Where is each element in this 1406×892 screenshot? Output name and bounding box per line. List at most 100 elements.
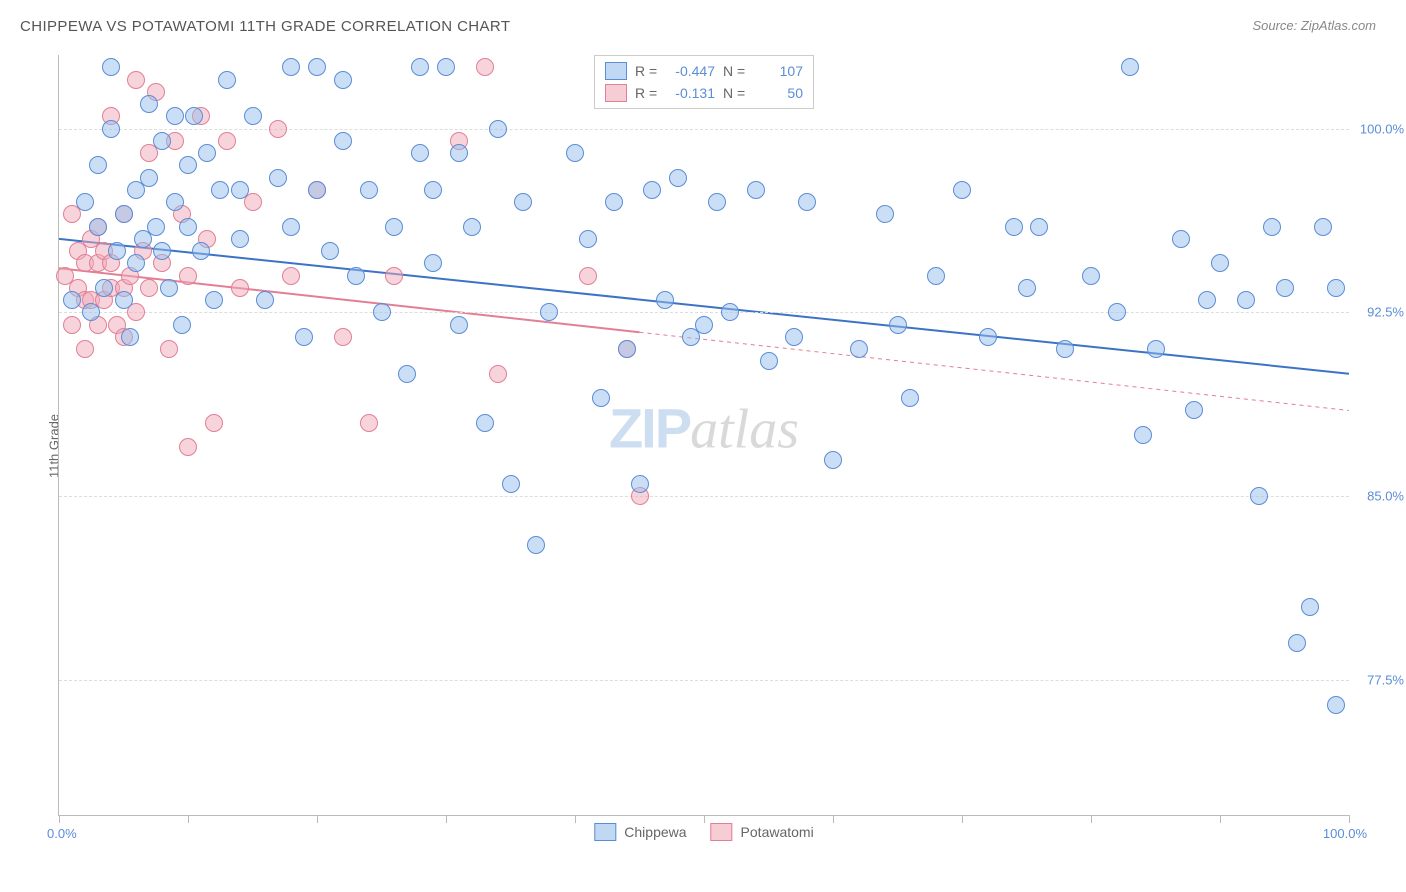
data-point-chippewa	[147, 218, 165, 236]
data-point-chippewa	[198, 144, 216, 162]
data-point-chippewa	[514, 193, 532, 211]
data-point-chippewa	[160, 279, 178, 297]
scatter-chart: ZIPatlas R = -0.447 N = 107 R = -0.131 N…	[58, 55, 1349, 816]
swatch-blue-icon	[605, 62, 627, 80]
data-point-chippewa	[1082, 267, 1100, 285]
x-tick	[188, 815, 189, 823]
data-point-potawatomi	[489, 365, 507, 383]
gridline	[59, 312, 1349, 313]
data-point-chippewa	[82, 303, 100, 321]
data-point-chippewa	[140, 169, 158, 187]
data-point-chippewa	[540, 303, 558, 321]
data-point-chippewa	[1056, 340, 1074, 358]
data-point-chippewa	[121, 328, 139, 346]
data-point-chippewa	[1237, 291, 1255, 309]
data-point-chippewa	[166, 193, 184, 211]
data-point-potawatomi	[205, 414, 223, 432]
data-point-chippewa	[76, 193, 94, 211]
data-point-chippewa	[695, 316, 713, 334]
data-point-chippewa	[282, 218, 300, 236]
legend: Chippewa Potawatomi	[594, 823, 813, 841]
data-point-chippewa	[463, 218, 481, 236]
data-point-potawatomi	[579, 267, 597, 285]
x-axis-max-label: 100.0%	[1323, 826, 1367, 841]
data-point-chippewa	[115, 205, 133, 223]
x-tick	[1091, 815, 1092, 823]
data-point-chippewa	[385, 218, 403, 236]
data-point-chippewa	[166, 107, 184, 125]
data-point-chippewa	[489, 120, 507, 138]
data-point-chippewa	[179, 156, 197, 174]
data-point-potawatomi	[127, 71, 145, 89]
data-point-chippewa	[269, 169, 287, 187]
data-point-chippewa	[850, 340, 868, 358]
data-point-potawatomi	[385, 267, 403, 285]
data-point-chippewa	[244, 107, 262, 125]
swatch-pink-icon	[711, 823, 733, 841]
data-point-chippewa	[1134, 426, 1152, 444]
data-point-chippewa	[631, 475, 649, 493]
data-point-chippewa	[476, 414, 494, 432]
y-tick-label: 100.0%	[1360, 121, 1404, 136]
data-point-potawatomi	[179, 438, 197, 456]
data-point-potawatomi	[269, 120, 287, 138]
x-tick	[704, 815, 705, 823]
data-point-chippewa	[398, 365, 416, 383]
trend-lines	[59, 55, 1349, 815]
data-point-chippewa	[953, 181, 971, 199]
stat-r-label: R =	[635, 63, 659, 79]
legend-item-potawatomi: Potawatomi	[711, 823, 814, 841]
data-point-chippewa	[1018, 279, 1036, 297]
data-point-chippewa	[1108, 303, 1126, 321]
data-point-chippewa	[643, 181, 661, 199]
data-point-chippewa	[102, 120, 120, 138]
data-point-chippewa	[502, 475, 520, 493]
data-point-chippewa	[901, 389, 919, 407]
data-point-chippewa	[334, 132, 352, 150]
data-point-chippewa	[231, 230, 249, 248]
data-point-chippewa	[1198, 291, 1216, 309]
data-point-chippewa	[192, 242, 210, 260]
data-point-chippewa	[656, 291, 674, 309]
source-label: Source: ZipAtlas.com	[1252, 18, 1376, 33]
data-point-chippewa	[579, 230, 597, 248]
data-point-chippewa	[89, 218, 107, 236]
data-point-potawatomi	[282, 267, 300, 285]
data-point-chippewa	[218, 71, 236, 89]
data-point-chippewa	[592, 389, 610, 407]
stat-n-value: 107	[755, 63, 803, 79]
data-point-chippewa	[173, 316, 191, 334]
data-point-chippewa	[1121, 58, 1139, 76]
legend-item-chippewa: Chippewa	[594, 823, 686, 841]
data-point-chippewa	[321, 242, 339, 260]
x-tick	[59, 815, 60, 823]
swatch-pink-icon	[605, 84, 627, 102]
data-point-chippewa	[785, 328, 803, 346]
swatch-blue-icon	[594, 823, 616, 841]
data-point-chippewa	[1147, 340, 1165, 358]
stat-n-value: 50	[755, 85, 803, 101]
trend-line-dashed-potawatomi	[640, 332, 1350, 410]
data-point-chippewa	[1030, 218, 1048, 236]
data-point-chippewa	[295, 328, 313, 346]
stat-r-label: R =	[635, 85, 659, 101]
data-point-chippewa	[618, 340, 636, 358]
legend-label: Potawatomi	[741, 824, 814, 840]
data-point-chippewa	[63, 291, 81, 309]
data-point-chippewa	[424, 254, 442, 272]
data-point-potawatomi	[160, 340, 178, 358]
data-point-potawatomi	[76, 340, 94, 358]
watermark: ZIPatlas	[609, 395, 799, 461]
data-point-chippewa	[669, 169, 687, 187]
stat-r-value: -0.131	[667, 85, 715, 101]
data-point-chippewa	[153, 242, 171, 260]
x-tick	[962, 815, 963, 823]
data-point-chippewa	[108, 242, 126, 260]
data-point-chippewa	[115, 291, 133, 309]
x-tick	[1349, 815, 1350, 823]
data-point-potawatomi	[218, 132, 236, 150]
data-point-chippewa	[153, 132, 171, 150]
data-point-chippewa	[1250, 487, 1268, 505]
data-point-chippewa	[747, 181, 765, 199]
data-point-chippewa	[256, 291, 274, 309]
